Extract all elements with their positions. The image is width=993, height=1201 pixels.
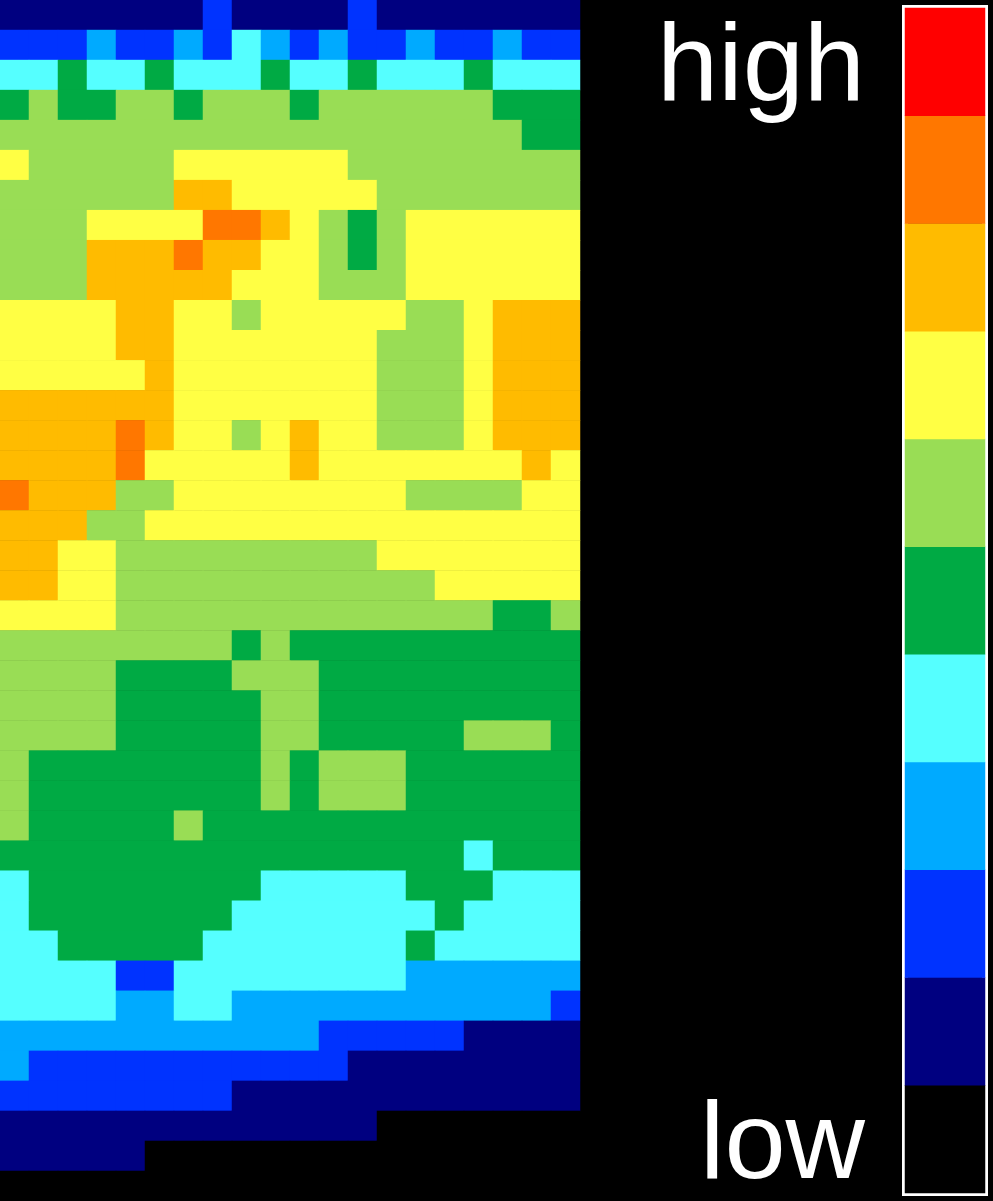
svg-text:high: high — [657, 0, 865, 123]
svg-text:low: low — [700, 1078, 866, 1201]
